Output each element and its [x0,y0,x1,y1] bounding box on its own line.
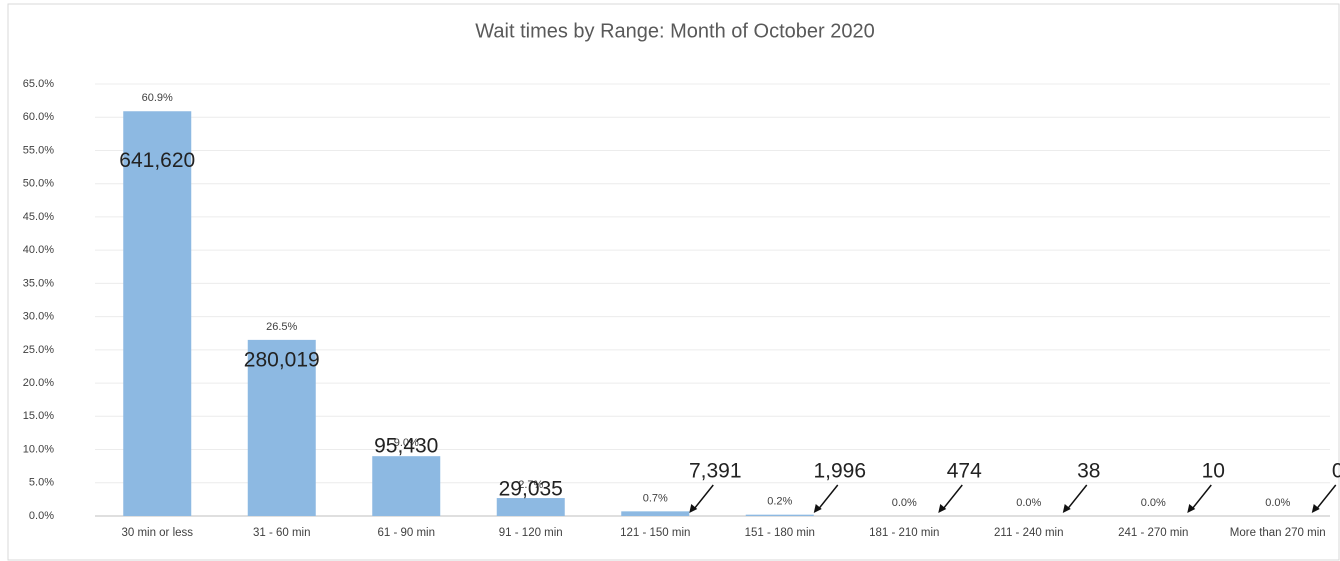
arrow-line [817,484,839,511]
arrow-head [938,504,947,513]
x-tick-label: 151 - 180 min [745,527,815,539]
value-label: 0.0% [892,497,917,509]
value-label: 0.2% [767,496,792,508]
value-label: 0.0% [1016,497,1041,509]
arrow-head [813,504,822,513]
y-tick-label: 0.0% [29,510,54,522]
value-label: 2.7% [518,479,543,491]
chart-title: Wait times by Range: Month of October 20… [475,20,874,42]
bar [247,339,316,516]
chart-border [7,3,1340,561]
x-tick-label: 181 - 210 min [869,527,939,539]
value-label: 60.9% [142,92,173,104]
x-tick-label: 121 - 150 min [620,527,690,539]
y-tick-label: 10.0% [23,443,54,455]
count-annotation: 641,620 [119,149,195,172]
count-annotation: 280,019 [244,348,320,371]
count-annotation: 95,430 [374,435,438,458]
bar [372,456,441,516]
count-annotation: 474 [947,460,982,483]
arrow-line [692,484,714,511]
arrow-line [1315,484,1337,511]
bar [496,498,565,516]
y-tick-label: 40.0% [23,244,54,256]
y-tick-label: 65.0% [23,78,54,90]
count-annotation: 1,996 [813,460,866,483]
x-tick-label: 241 - 270 min [1118,527,1188,539]
y-tick-label: 45.0% [23,211,54,223]
count-annotation: 7,391 [689,460,742,483]
value-label: 0.0% [1141,497,1166,509]
arrow-head [1062,504,1071,513]
y-tick-label: 25.0% [23,344,54,356]
y-tick-label: 50.0% [23,178,54,190]
count-annotation: 38 [1077,460,1100,483]
value-label: 26.5% [266,321,297,333]
bar [621,511,690,516]
arrow-head [689,504,698,513]
x-tick-label: 30 min or less [121,527,193,539]
arrow-line [1066,484,1088,511]
arrow-head [1311,504,1320,513]
bar [123,111,192,516]
x-tick-label: 31 - 60 min [253,527,311,539]
y-tick-label: 5.0% [29,477,54,489]
y-tick-label: 55.0% [23,144,54,156]
y-tick-label: 35.0% [23,277,54,289]
x-tick-label: More than 270 min [1230,527,1326,539]
x-tick-label: 211 - 240 min [994,527,1063,539]
y-tick-label: 15.0% [23,410,54,422]
y-tick-label: 30.0% [23,311,54,323]
count-annotation: 0 [1332,460,1340,483]
arrow-line [1190,484,1212,511]
value-label: 0.0% [1265,497,1290,509]
arrow-head [1187,504,1196,513]
y-tick-label: 20.0% [23,377,54,389]
value-label: 9.0% [394,437,419,449]
count-annotation: 29,035 [499,478,563,501]
value-label: 0.7% [643,492,668,504]
x-tick-label: 61 - 90 min [377,527,435,539]
x-tick-label: 91 - 120 min [499,527,563,539]
count-annotation: 10 [1202,460,1225,483]
y-tick-label: 60.0% [23,111,54,123]
arrow-line [941,484,963,511]
bar [745,514,814,516]
